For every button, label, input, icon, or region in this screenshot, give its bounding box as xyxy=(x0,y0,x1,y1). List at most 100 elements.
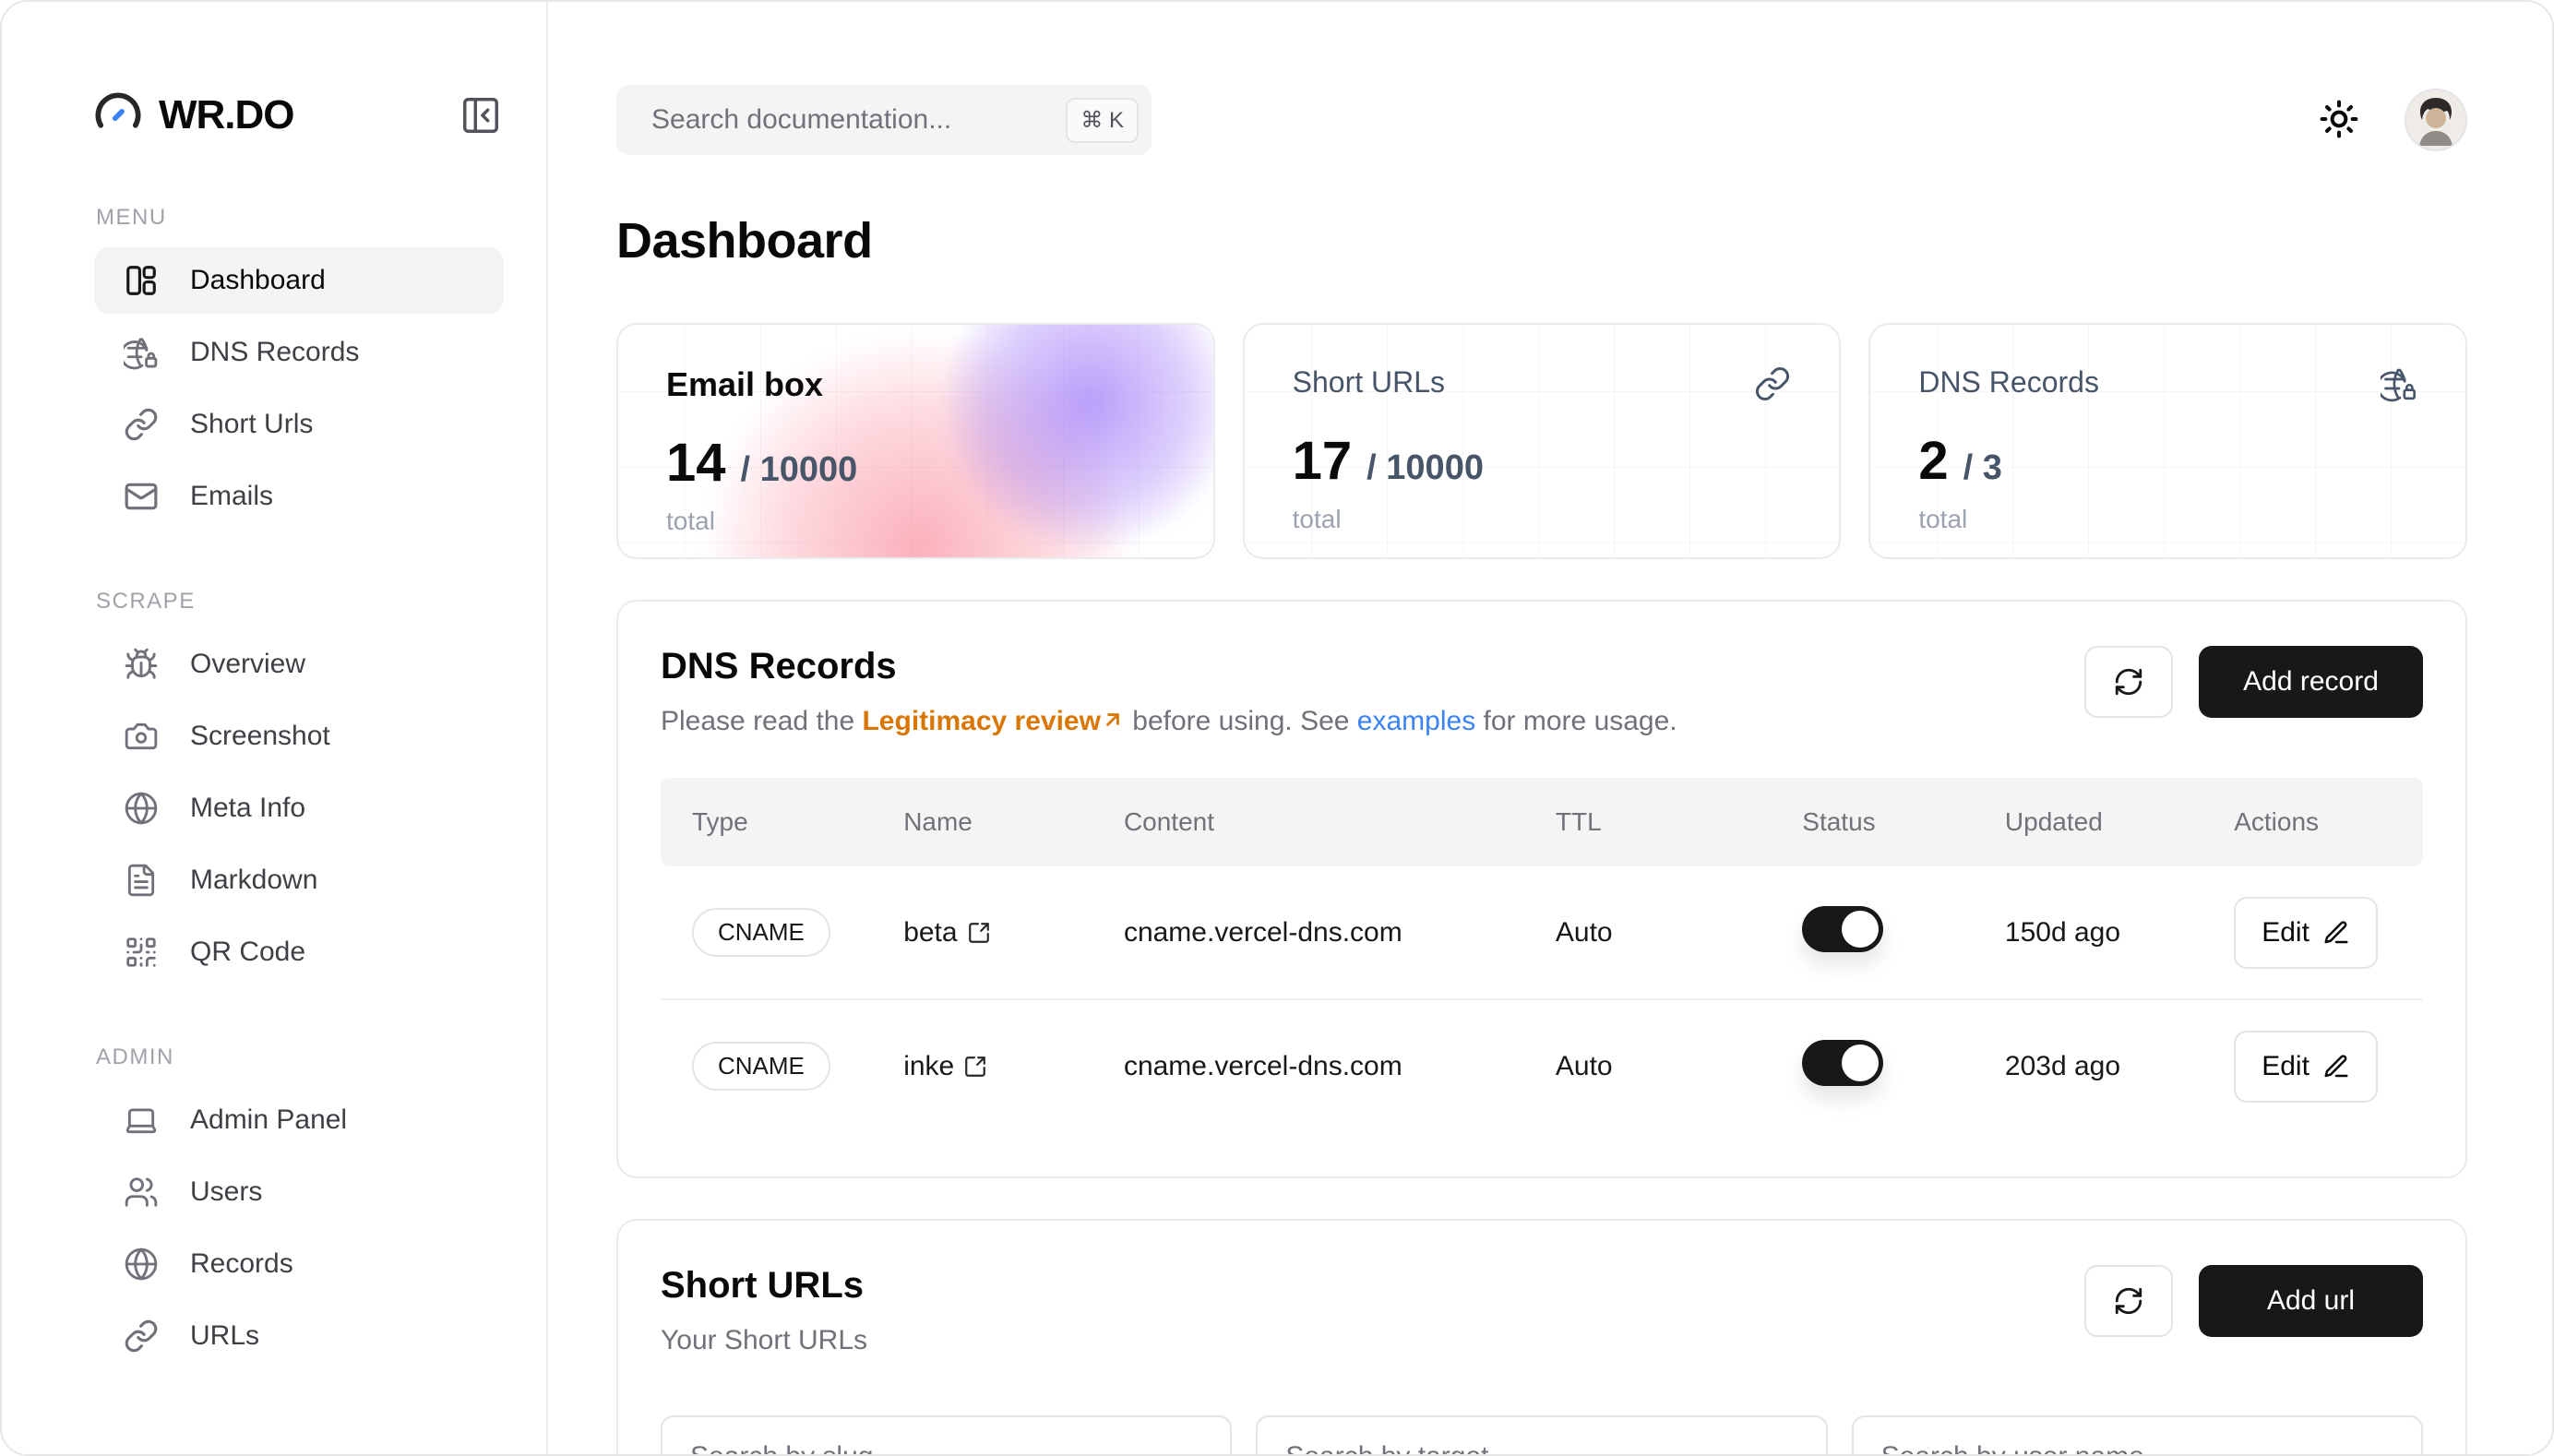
sidebar-item-urls[interactable]: URLs xyxy=(94,1303,504,1369)
column-header-actions: Actions xyxy=(2202,778,2423,866)
record-updated: 150d ago xyxy=(1974,866,2202,999)
globe-icon xyxy=(124,791,159,826)
record-type-badge: CNAME xyxy=(692,908,830,957)
app-logo: WR.DO xyxy=(94,91,294,139)
edit-record-button[interactable]: Edit xyxy=(2234,897,2378,969)
refresh-records-button[interactable] xyxy=(2084,646,2173,718)
documentation-search[interactable]: ⌘ K xyxy=(616,85,1152,155)
gauge-logo-icon xyxy=(94,91,142,139)
sidebar-section-menu: MENU xyxy=(96,205,504,231)
sidebar-item-label: Overview xyxy=(190,649,305,680)
subtitle-text: before using. See xyxy=(1125,706,1357,736)
record-type-badge: CNAME xyxy=(692,1042,830,1091)
column-header-status: Status xyxy=(1771,778,1974,866)
panel-left-close-icon xyxy=(459,94,502,137)
column-header-type: Type xyxy=(661,778,872,866)
sidebar-item-label: Emails xyxy=(190,481,273,512)
sidebar-item-screenshot[interactable]: Screenshot xyxy=(94,703,504,770)
record-content: cname.vercel-dns.com xyxy=(1092,999,1524,1132)
refresh-icon xyxy=(2113,1285,2144,1317)
stat-title: DNS Records xyxy=(1918,365,2099,400)
record-ttl: Auto xyxy=(1524,866,1771,999)
sidebar-item-users[interactable]: Users xyxy=(94,1159,504,1225)
record-updated: 203d ago xyxy=(1974,999,2202,1132)
stat-card-email-box: Email box 14 / 10000 total xyxy=(616,323,1215,559)
sidebar-item-label: Dashboard xyxy=(190,265,326,296)
sidebar-item-overview[interactable]: Overview xyxy=(94,631,504,698)
record-status-toggle[interactable] xyxy=(1802,906,1883,952)
record-name-link[interactable]: inke xyxy=(903,1051,987,1082)
refresh-urls-button[interactable] xyxy=(2084,1265,2173,1337)
record-name: inke xyxy=(903,1051,954,1082)
user-avatar[interactable] xyxy=(2405,89,2467,151)
sidebar-item-label: DNS Records xyxy=(190,337,359,368)
stat-card-dns-records: DNS Records 2 / 3 total xyxy=(1868,323,2467,559)
edit-label: Edit xyxy=(2262,1051,2309,1082)
toggle-knob xyxy=(1842,911,1879,948)
sidebar-section-admin: ADMIN xyxy=(96,1044,504,1070)
toggle-knob xyxy=(1842,1044,1879,1081)
sidebar-item-label: Users xyxy=(190,1176,262,1208)
stat-caption: total xyxy=(1293,505,1792,534)
sidebar-item-label: Records xyxy=(190,1248,293,1280)
dns-records-panel: DNS Records Please read the Legitimacy r… xyxy=(616,600,2467,1178)
sidebar-item-markdown[interactable]: Markdown xyxy=(94,847,504,913)
url-filters xyxy=(661,1415,2423,1454)
dns-panel-subtitle: Please read the Legitimacy review before… xyxy=(661,706,1677,737)
sidebar-item-label: Admin Panel xyxy=(190,1104,347,1136)
sidebar-item-records[interactable]: Records xyxy=(94,1231,504,1297)
nav-menu: Dashboard DNS Records Short Urls Emails xyxy=(94,247,504,530)
examples-link[interactable]: examples xyxy=(1357,706,1475,736)
table-row: CNAME beta cname.vercel-dns.com Auto 150… xyxy=(661,866,2423,999)
record-status-toggle[interactable] xyxy=(1802,1040,1883,1086)
column-header-content: Content xyxy=(1092,778,1524,866)
sidebar-item-short-urls[interactable]: Short Urls xyxy=(94,391,504,458)
search-by-user-name-input[interactable] xyxy=(1852,1415,2423,1454)
camera-icon xyxy=(124,719,159,754)
dns-records-table: Type Name Content TTL Status Updated Act… xyxy=(661,778,2423,1132)
sidebar-item-label: URLs xyxy=(190,1320,259,1352)
sidebar-item-dashboard[interactable]: Dashboard xyxy=(94,247,504,314)
layout-dashboard-icon xyxy=(124,263,159,298)
stat-card-short-urls: Short URLs 17 / 10000 total xyxy=(1243,323,1842,559)
mail-icon xyxy=(124,479,159,514)
stat-caption: total xyxy=(666,507,1165,536)
subtitle-text: Please read the xyxy=(661,706,862,736)
short-urls-title: Short URLs xyxy=(661,1265,867,1307)
legitimacy-review-link[interactable]: Legitimacy review xyxy=(862,706,1100,736)
edit-record-button[interactable]: Edit xyxy=(2234,1031,2378,1103)
sidebar-item-label: Markdown xyxy=(190,865,317,896)
subtitle-text: for more usage. xyxy=(1475,706,1677,736)
stat-value: 17 xyxy=(1293,430,1353,492)
record-name-link[interactable]: beta xyxy=(903,917,990,949)
link-icon xyxy=(124,407,159,442)
table-header-row: Type Name Content TTL Status Updated Act… xyxy=(661,778,2423,866)
search-by-target-input[interactable] xyxy=(1256,1415,1827,1454)
column-header-name: Name xyxy=(872,778,1092,866)
sidebar-item-label: QR Code xyxy=(190,937,305,968)
record-content: cname.vercel-dns.com xyxy=(1092,866,1524,999)
sidebar-item-dns-records[interactable]: DNS Records xyxy=(94,319,504,386)
add-url-button[interactable]: Add url xyxy=(2199,1265,2423,1337)
main-content: ⌘ K Dashboard xyxy=(550,2,2552,1454)
sidebar-collapse-button[interactable] xyxy=(458,92,504,138)
sidebar-item-meta-info[interactable]: Meta Info xyxy=(94,775,504,841)
add-record-button[interactable]: Add record xyxy=(2199,646,2423,718)
edit-label: Edit xyxy=(2262,917,2309,949)
search-input[interactable] xyxy=(651,104,1066,136)
theme-toggle-button[interactable] xyxy=(2318,99,2360,141)
external-link-icon xyxy=(967,921,991,945)
stat-title: Email box xyxy=(666,365,823,404)
column-header-updated: Updated xyxy=(1974,778,2202,866)
pen-icon xyxy=(2322,1053,2350,1080)
app-name: WR.DO xyxy=(159,92,294,138)
sun-icon xyxy=(2319,99,2359,139)
laptop-icon xyxy=(124,1103,159,1138)
sidebar-item-emails[interactable]: Emails xyxy=(94,463,504,530)
search-by-slug-input[interactable] xyxy=(661,1415,1232,1454)
sidebar-item-qr-code[interactable]: QR Code xyxy=(94,919,504,985)
stat-caption: total xyxy=(1918,505,2417,534)
stat-value: 2 xyxy=(1918,430,1948,492)
sidebar-item-admin-panel[interactable]: Admin Panel xyxy=(94,1087,504,1153)
avatar-image xyxy=(2406,90,2465,149)
